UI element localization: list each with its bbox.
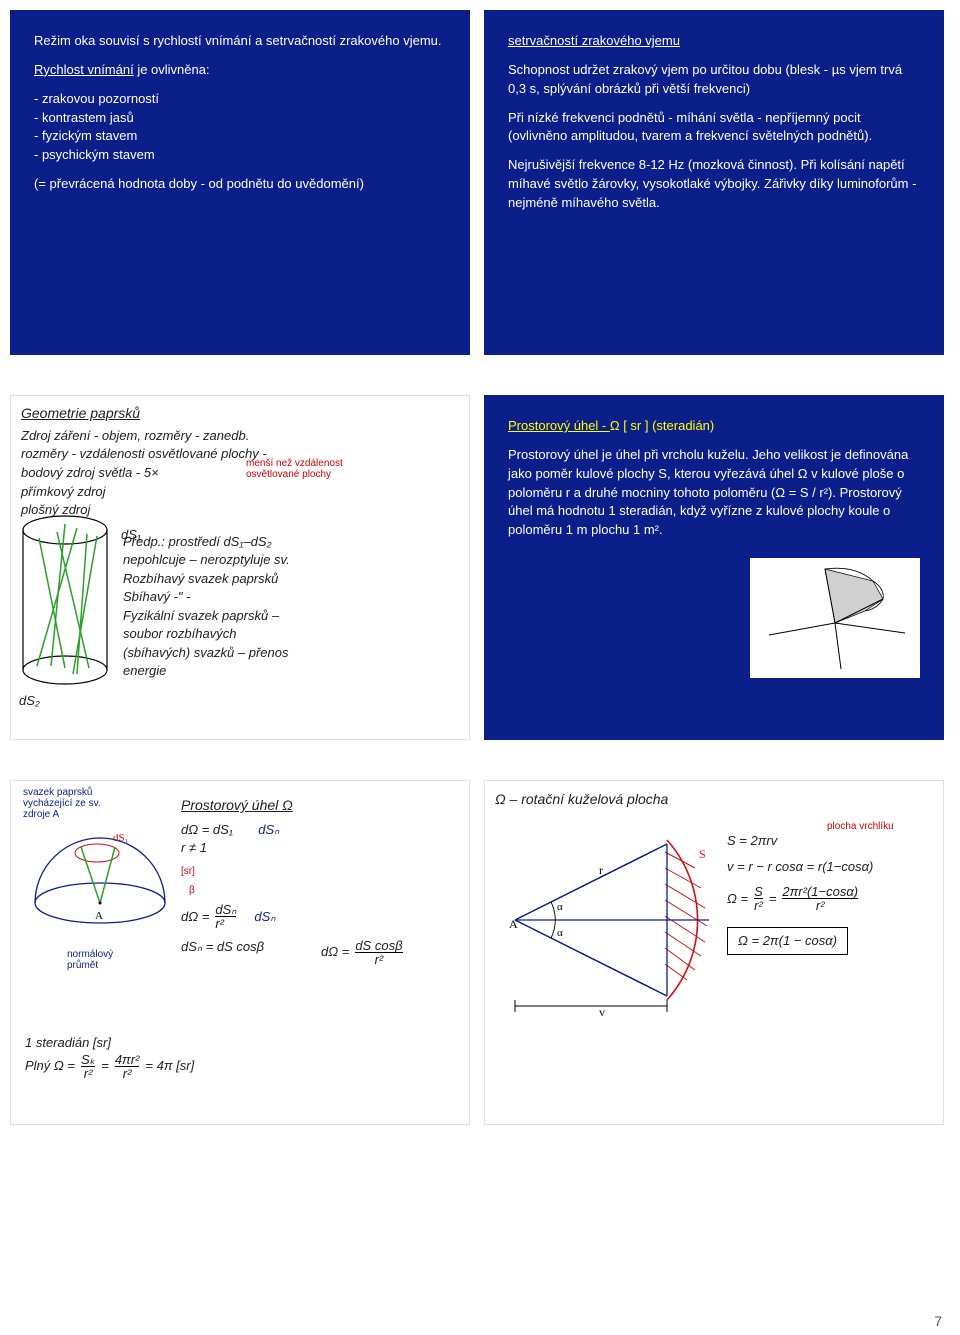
slide1-item: psychickým stavem bbox=[34, 146, 446, 165]
slide3-ds1: dS₁ bbox=[121, 526, 141, 544]
slide1-item: zrakovou pozorností bbox=[34, 90, 446, 109]
slide1-item: kontrastem jasů bbox=[34, 109, 446, 128]
slide-1: Režim oka souvisí s rychlostí vnímání a … bbox=[10, 10, 470, 355]
slide-2: setrvačností zrakového vjemu Schopnost u… bbox=[484, 10, 944, 355]
slide4-steradian-diagram bbox=[750, 558, 920, 678]
slide2-heading: setrvačností zrakového vjemu bbox=[508, 32, 920, 51]
slide1-item: fyzickým stavem bbox=[34, 127, 446, 146]
slide-5: svazek paprsků vycházející ze sv. zdroje… bbox=[10, 780, 470, 1125]
svg-text:v: v bbox=[599, 1005, 605, 1019]
slide5-ann1: svazek paprsků vycházející ze sv. zdroje… bbox=[23, 787, 113, 820]
slide3-title: Geometrie paprsků bbox=[21, 404, 459, 423]
slide1-list: zrakovou pozorností kontrastem jasů fyzi… bbox=[34, 90, 446, 165]
slide2-p3: Nejrušivější frekvence 8-12 Hz (mozková … bbox=[508, 156, 920, 213]
svg-text:α: α bbox=[557, 901, 563, 913]
slide3-ds2: dS₂ bbox=[19, 692, 40, 710]
slide1-p3: (= převrácená hodnota doby - od podnětu … bbox=[34, 175, 446, 194]
svg-text:A: A bbox=[509, 917, 518, 931]
slide4-text: Prostorový úhel je úhel při vrcholu kuže… bbox=[508, 446, 920, 540]
slide1-p2-lead: Rychlost vnímání bbox=[34, 62, 134, 77]
slide1-p1: Režim oka souvisí s rychlostí vnímání a … bbox=[34, 32, 446, 51]
svg-text:S: S bbox=[699, 847, 706, 861]
slide3-red-note: menší než vzdálenost osvětlované plochy bbox=[246, 458, 376, 480]
slide2-p1: Schopnost udržet zrakový vjem po určitou… bbox=[508, 61, 920, 99]
slide-6: Ω – rotační kuželová plocha bbox=[484, 780, 944, 1125]
svg-text:A: A bbox=[95, 910, 103, 922]
svg-text:α: α bbox=[557, 927, 563, 939]
cylinder-diagram-icon bbox=[17, 508, 113, 698]
slide-4: Prostorový úhel - Ω [ sr ] (steradián) P… bbox=[484, 395, 944, 740]
svg-text:r: r bbox=[599, 863, 603, 877]
cone-diagram-icon: A α α r v S bbox=[499, 800, 729, 1030]
slide5-ann2: normálový průmět bbox=[67, 949, 137, 971]
slide2-p2: Při nízké frekvenci podnětů - míhání svě… bbox=[508, 109, 920, 147]
slide4-heading: Prostorový úhel - Ω [ sr ] (steradián) bbox=[508, 417, 920, 436]
slide1-p2: Rychlost vnímání je ovlivněna: bbox=[34, 61, 446, 80]
page-number: 7 bbox=[934, 1313, 942, 1329]
steradian-icon bbox=[755, 563, 915, 673]
svg-text:dS₁: dS₁ bbox=[113, 832, 129, 844]
slide-3: Geometrie paprsků Zdroj záření - objem, … bbox=[10, 395, 470, 740]
